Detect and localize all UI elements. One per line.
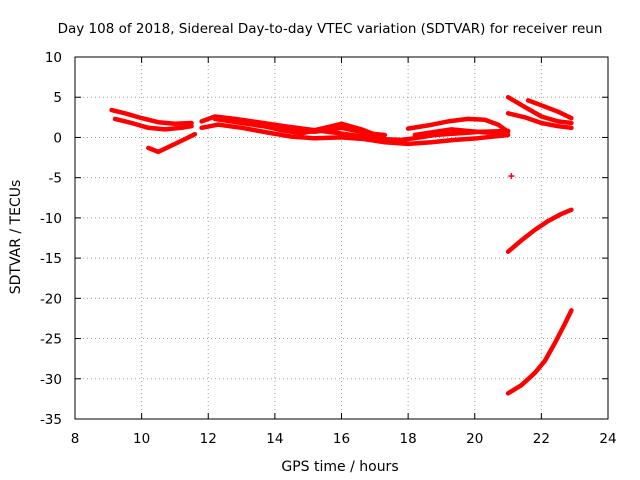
y-tick-label: -35 xyxy=(40,412,62,428)
y-axis-label: SDTVAR / TECUs xyxy=(8,180,24,295)
series-track-a xyxy=(109,107,194,127)
series-track-n xyxy=(505,308,574,396)
series-track-c xyxy=(146,131,198,155)
y-tick-label: -5 xyxy=(49,171,62,187)
x-tick-label: 20 xyxy=(466,431,483,447)
x-tick-label: 10 xyxy=(133,431,150,447)
y-tick-label: 10 xyxy=(45,50,62,66)
isolated-data-point xyxy=(508,173,515,180)
data-series xyxy=(109,94,574,396)
series-track-g xyxy=(255,121,381,139)
x-tick-label: 18 xyxy=(400,431,417,447)
axis-ticks: 8 10 12 14 16 18 20 22 24 10 5 0 -5 -10 -15 -20 -25 -30 -3… xyxy=(40,50,617,447)
gridlines xyxy=(75,57,608,419)
y-tick-label: -20 xyxy=(40,291,62,307)
series-track-b xyxy=(112,116,194,132)
y-tick-label: -25 xyxy=(40,332,62,348)
y-tick-label: 0 xyxy=(53,130,62,146)
series-track-h xyxy=(405,116,511,135)
y-tick-label: 5 xyxy=(53,90,62,106)
series-track-j xyxy=(505,94,574,126)
series-track-i xyxy=(412,127,511,138)
series-track-k xyxy=(505,111,574,131)
series-track-m xyxy=(505,207,574,254)
series-track-l xyxy=(525,98,574,121)
y-tick-label: -30 xyxy=(40,372,62,388)
x-tick-label: 8 xyxy=(71,431,80,447)
chart-title: Day 108 of 2018, Sidereal Day-to-day VTE… xyxy=(58,21,603,37)
x-tick-label: 22 xyxy=(533,431,550,447)
y-tick-label: -15 xyxy=(40,251,62,267)
series-track-d xyxy=(199,114,511,143)
series-track-e xyxy=(199,122,511,147)
y-tick-label: -10 xyxy=(40,211,62,227)
plot-frame xyxy=(74,56,609,420)
x-tick-label: 24 xyxy=(599,431,616,447)
x-tick-label: 14 xyxy=(266,431,283,447)
x-axis-label: GPS time / hours xyxy=(281,459,398,475)
x-tick-label: 12 xyxy=(200,431,217,447)
x-tick-label: 16 xyxy=(333,431,350,447)
